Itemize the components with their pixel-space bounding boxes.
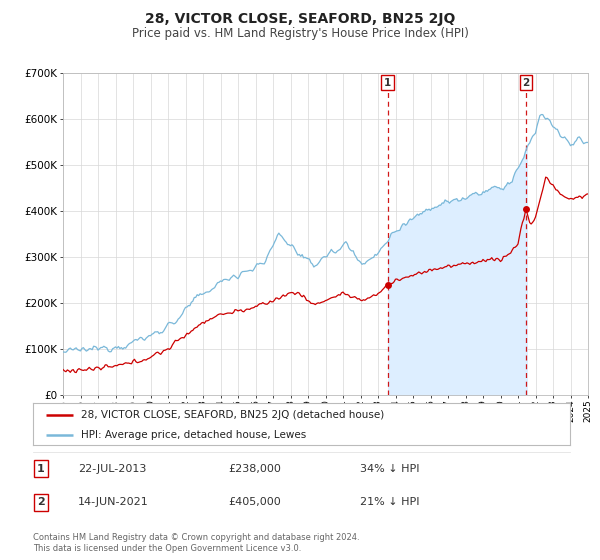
Text: £238,000: £238,000 [228, 464, 281, 474]
Text: 21% ↓ HPI: 21% ↓ HPI [360, 497, 419, 507]
Text: 22-JUL-2013: 22-JUL-2013 [78, 464, 146, 474]
Text: 28, VICTOR CLOSE, SEAFORD, BN25 2JQ: 28, VICTOR CLOSE, SEAFORD, BN25 2JQ [145, 12, 455, 26]
Text: 1: 1 [384, 78, 391, 87]
Text: Price paid vs. HM Land Registry's House Price Index (HPI): Price paid vs. HM Land Registry's House … [131, 27, 469, 40]
Text: 28, VICTOR CLOSE, SEAFORD, BN25 2JQ (detached house): 28, VICTOR CLOSE, SEAFORD, BN25 2JQ (det… [82, 410, 385, 420]
Text: Contains HM Land Registry data © Crown copyright and database right 2024.: Contains HM Land Registry data © Crown c… [33, 533, 359, 542]
Text: 34% ↓ HPI: 34% ↓ HPI [360, 464, 419, 474]
Text: HPI: Average price, detached house, Lewes: HPI: Average price, detached house, Lewe… [82, 430, 307, 440]
Text: This data is licensed under the Open Government Licence v3.0.: This data is licensed under the Open Gov… [33, 544, 301, 553]
Text: 14-JUN-2021: 14-JUN-2021 [78, 497, 149, 507]
Text: 2: 2 [37, 497, 44, 507]
Text: 2: 2 [522, 78, 530, 87]
Text: 1: 1 [37, 464, 44, 474]
Text: £405,000: £405,000 [228, 497, 281, 507]
